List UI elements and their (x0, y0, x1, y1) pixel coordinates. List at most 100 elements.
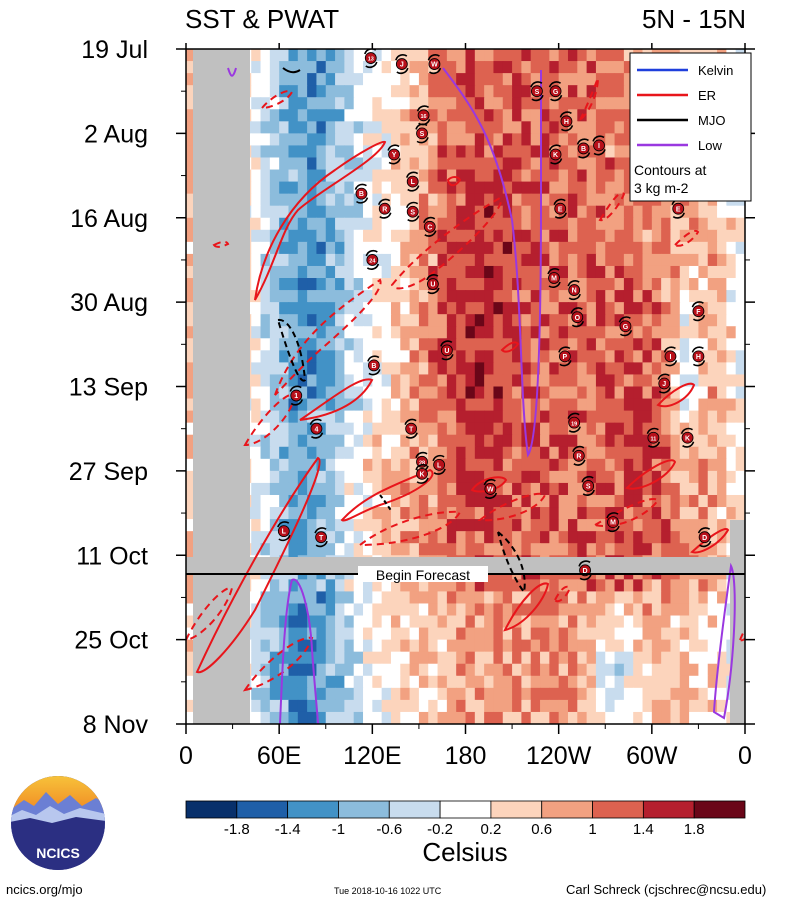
heat-cell (558, 338, 569, 351)
heat-cell (363, 181, 373, 195)
heat-cell (707, 603, 718, 617)
heat-cell (502, 326, 513, 339)
heat-cell (363, 422, 373, 436)
heat-cell (251, 265, 262, 279)
colorbar: -1.8 -1.4 -1 -0.6 -0.2 0.2 0.6 1 1.4 1.8 (185, 800, 746, 838)
heat-cell (567, 543, 578, 556)
heat-cell (279, 446, 290, 460)
heat-cell (558, 494, 569, 508)
heat-cell (493, 362, 504, 376)
heat-cell (670, 398, 681, 412)
heat-cell (512, 61, 522, 74)
heat-cell (707, 458, 718, 472)
storm-label-12: L (411, 179, 416, 186)
heat-cell (446, 278, 457, 291)
heat-cell (465, 181, 476, 195)
heat-cell (484, 627, 495, 641)
heat-cell (540, 169, 550, 183)
heat-cell (595, 338, 606, 351)
heat-cell (689, 482, 700, 496)
heat-cell (353, 302, 364, 315)
heat-cell (595, 169, 606, 183)
heat-cell (437, 615, 448, 629)
heat-cell (689, 374, 700, 388)
storm-marker-30: B (367, 355, 381, 376)
storm-label-48: D (583, 568, 588, 575)
heat-cell (186, 711, 196, 724)
heat-cell (558, 603, 569, 617)
heat-cell (335, 326, 345, 339)
heat-cell (623, 687, 634, 701)
colorbar-label-2: -1 (332, 821, 345, 838)
heat-cell (623, 85, 634, 98)
heat-cell (726, 446, 737, 460)
heat-cell (316, 639, 327, 653)
er-dashed-contour-12 (598, 192, 626, 222)
heat-cell (418, 97, 429, 110)
heat-cell (186, 217, 196, 231)
heat-cell (614, 687, 625, 701)
heat-cell (549, 362, 560, 376)
heat-cell (316, 109, 327, 122)
heat-cell (372, 302, 383, 315)
heat-cell (586, 386, 597, 400)
heat-cell (512, 663, 522, 677)
heat-cell (409, 133, 420, 147)
heat-cell (623, 49, 634, 62)
heat-cell (679, 507, 690, 520)
heat-cell (577, 615, 588, 629)
heat-cell (390, 362, 401, 376)
heat-cell (269, 639, 280, 653)
heat-cell (465, 434, 476, 448)
heat-cell (400, 615, 411, 629)
heat-cell (316, 615, 327, 629)
storm-swirl-bottom (672, 212, 685, 219)
heat-cell (661, 591, 672, 605)
heat-cell (540, 338, 550, 351)
heat-cell (493, 651, 504, 665)
heat-cell (605, 386, 616, 400)
heat-cell (344, 121, 355, 134)
heat-cell (428, 519, 439, 532)
heat-cell (623, 73, 634, 86)
heat-cell (540, 205, 550, 219)
heat-cell (186, 61, 196, 74)
heat-cell (335, 49, 345, 62)
heat-cell (456, 181, 467, 195)
heat-cell (186, 663, 196, 677)
storm-dot (388, 148, 400, 161)
heat-cell (186, 278, 196, 291)
heat-cell (335, 278, 345, 291)
heat-cell (595, 446, 606, 460)
heat-cell (540, 362, 550, 376)
heat-cell (502, 687, 513, 701)
heat-cell (325, 217, 336, 231)
heat-cell (353, 543, 364, 556)
heat-cell (260, 446, 271, 460)
heat-cell (316, 591, 327, 605)
heat-cell (400, 145, 411, 159)
heat-cell (633, 434, 644, 448)
heat-cell (307, 446, 318, 460)
heat-cell (428, 205, 439, 219)
heat-cell (288, 482, 299, 496)
heat-cell (446, 663, 457, 677)
footer-website[interactable]: ncics.org/mjo (6, 882, 83, 897)
heat-cell (689, 507, 700, 520)
heat-cell (707, 217, 718, 231)
storm-swirl-bottom (554, 212, 567, 219)
heat-cell (623, 422, 634, 436)
storm-swirl-bottom (578, 152, 591, 159)
heat-cell (307, 519, 318, 532)
heat-cell (186, 675, 196, 689)
heat-cell (633, 410, 644, 424)
heat-cell (418, 663, 429, 677)
heat-cell (325, 85, 336, 98)
heat-cell (642, 265, 653, 279)
heat-cell (269, 205, 280, 219)
storm-swirl-bottom (568, 426, 581, 433)
heat-cell (707, 663, 718, 677)
heat-cell (279, 494, 290, 508)
heat-cell (623, 217, 634, 231)
heat-cell (400, 398, 411, 412)
